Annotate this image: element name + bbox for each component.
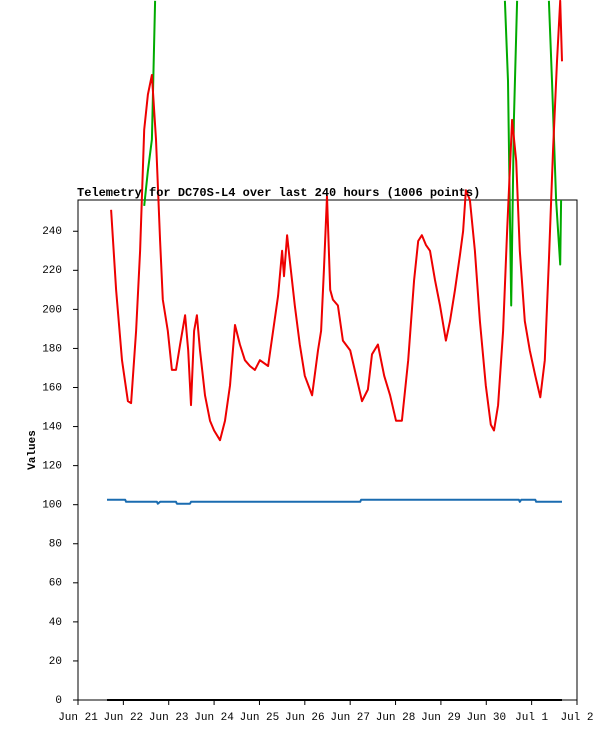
x-tick-label: Jun 27	[330, 712, 370, 724]
x-tick-label: Jun 23	[149, 712, 189, 724]
y-tick-label: 0	[55, 695, 62, 707]
x-tick-label: Jun 28	[376, 712, 416, 724]
x-tick-label: Jul 2	[560, 712, 593, 724]
series-line	[110, 0, 563, 442]
x-tick-label: Jun 21	[58, 712, 98, 724]
series-line	[143, 0, 563, 307]
x-tick-label: Jun 24	[194, 712, 234, 724]
series-line	[107, 498, 562, 505]
y-tick-label: 100	[42, 500, 62, 512]
x-tick-label: Jun 29	[421, 712, 461, 724]
y-tick-label: 140	[42, 421, 62, 433]
y-axis-label: Values	[27, 430, 39, 470]
y-tick-label: 60	[49, 578, 62, 590]
chart-title: Telemetry for DC70S-L4 over last 240 hou…	[77, 186, 480, 200]
plot-frame	[77, 199, 578, 701]
y-tick-label: 180	[42, 343, 62, 355]
y-tick-label: 40	[49, 617, 62, 629]
x-tick-label: Jun 22	[104, 712, 144, 724]
x-tick-label: Jul 1	[515, 712, 548, 724]
y-tick-label: 120	[42, 461, 62, 473]
y-tick-label: 200	[42, 304, 62, 316]
x-tick-label: Jun 25	[240, 712, 280, 724]
y-tick-label: 160	[42, 382, 62, 394]
x-tick-label: Jun 26	[285, 712, 325, 724]
y-tick-label: 80	[49, 539, 62, 551]
y-tick-label: 220	[42, 265, 62, 277]
y-tick-label: 20	[49, 656, 62, 668]
x-tick-label: Jun 30	[466, 712, 506, 724]
y-tick-label: 240	[42, 226, 62, 238]
